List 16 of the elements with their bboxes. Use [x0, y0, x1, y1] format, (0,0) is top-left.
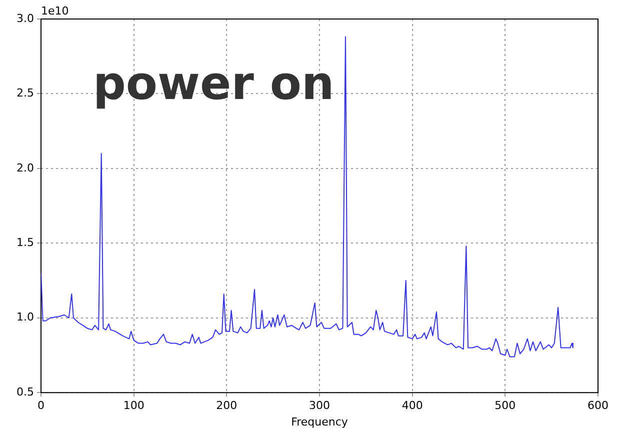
x-tick-label: 200	[216, 399, 238, 412]
y-tick-label: 2.0	[16, 161, 34, 174]
annotation: power on	[93, 56, 334, 110]
y-tick-label: 1.5	[16, 236, 34, 250]
x-tick-label: 400	[402, 399, 423, 412]
x-tick-label: 500	[494, 399, 516, 412]
x-tick-label: 600	[588, 399, 608, 412]
x-axis-title: Frequency	[291, 415, 348, 428]
y-tick-label: 3.0	[16, 12, 34, 25]
text: 1e10	[41, 4, 69, 18]
x-tick-label: 300	[309, 399, 330, 412]
x-tick-label: 0	[38, 399, 44, 412]
y-tick-label: 1.0	[16, 310, 34, 324]
x-tick-label: 100	[123, 399, 144, 412]
y-tick-label: 0.5	[16, 385, 34, 398]
y-tick-label: 2.5	[16, 86, 34, 100]
